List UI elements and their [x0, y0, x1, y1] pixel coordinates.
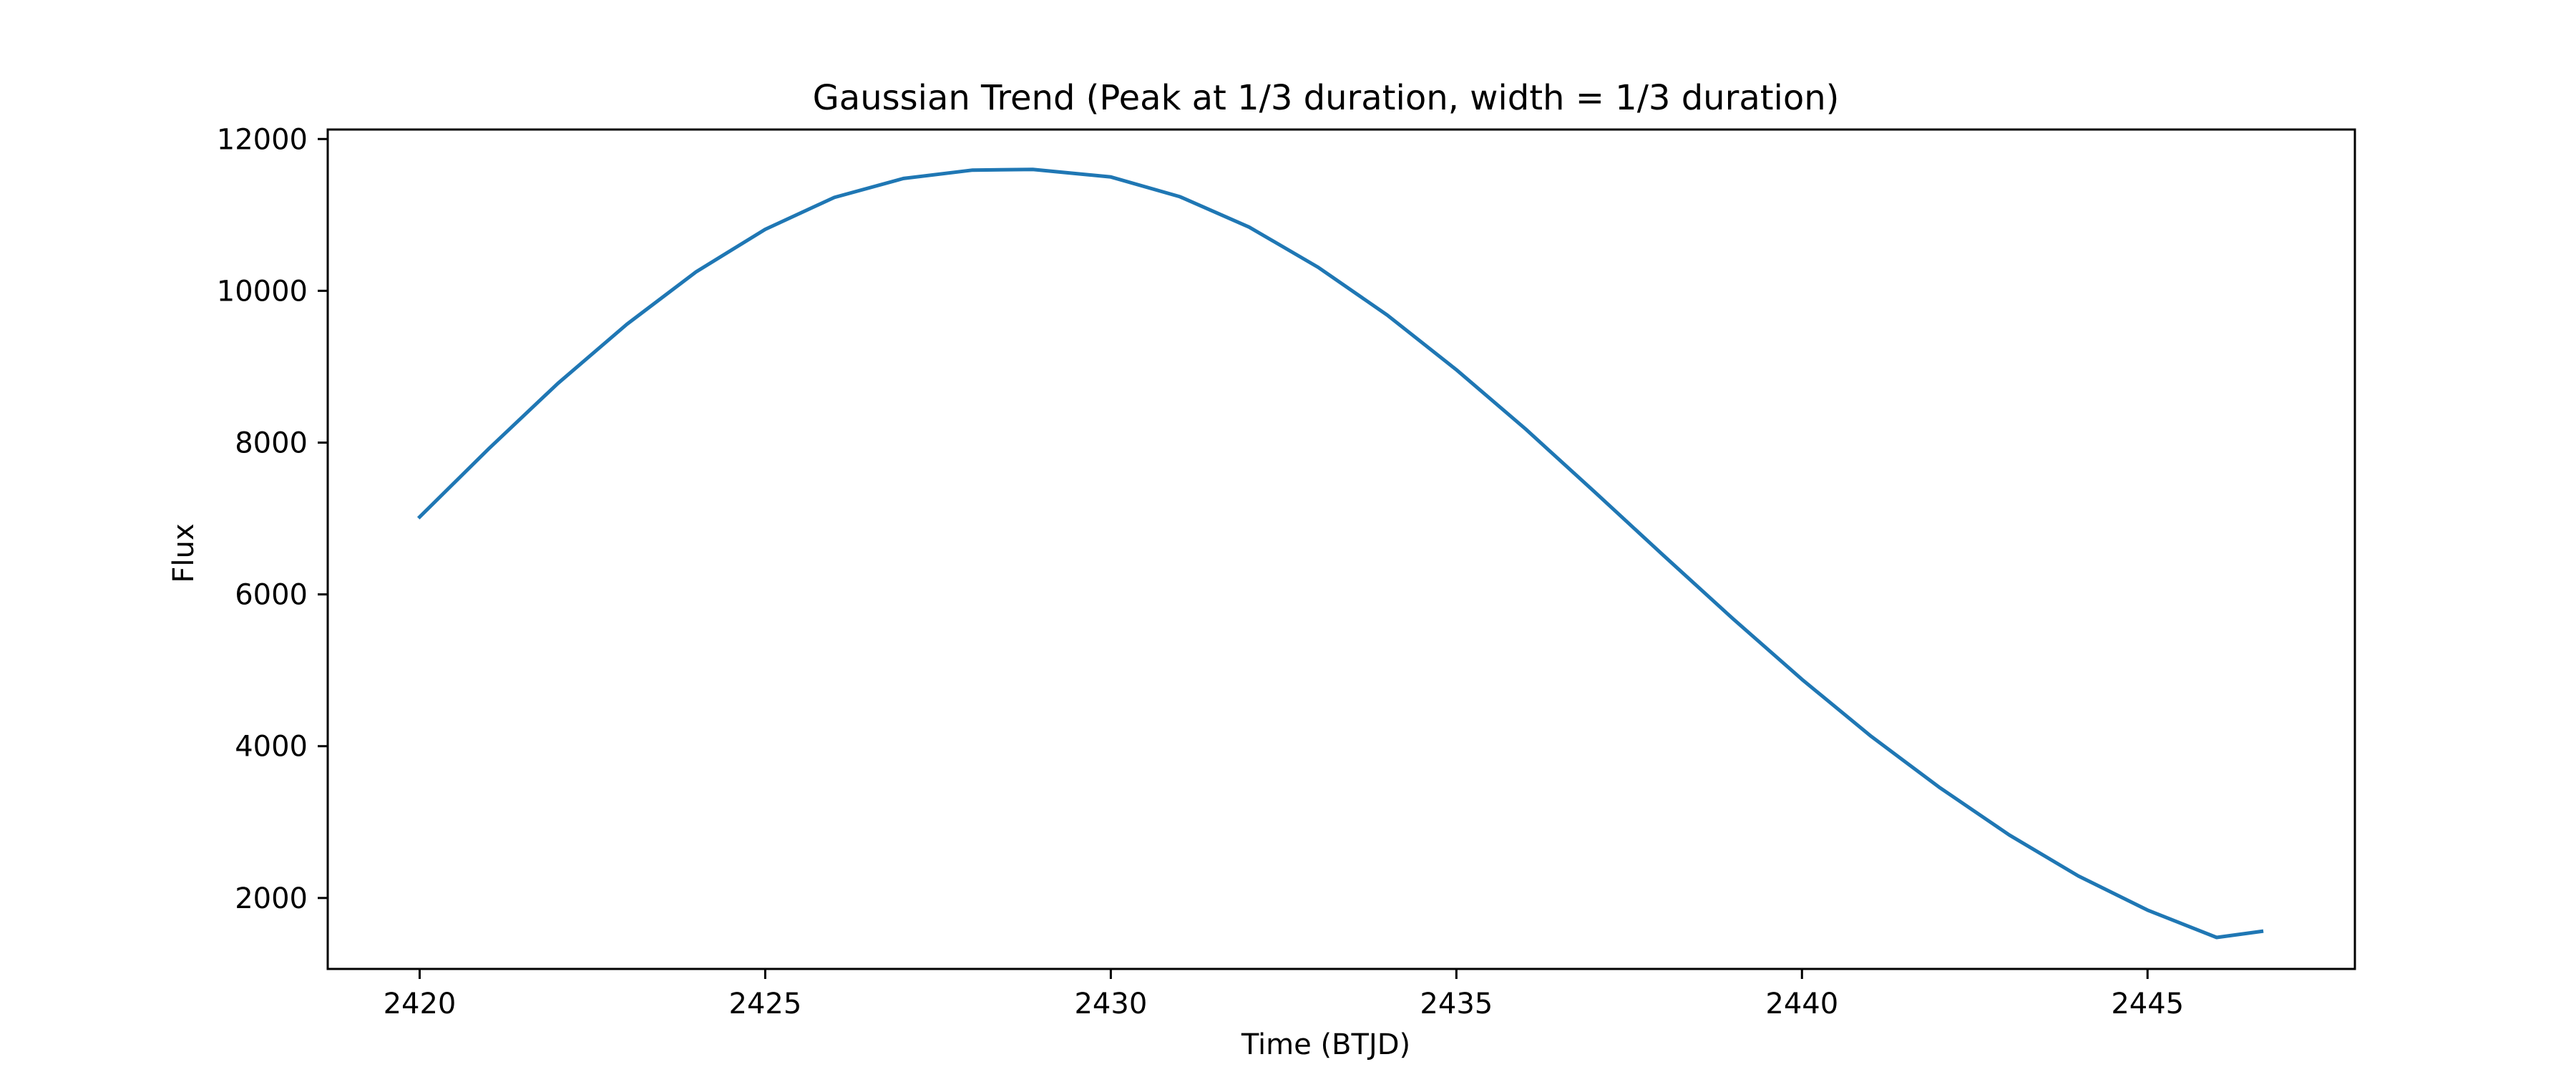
x-tick-label: 2445	[2111, 988, 2184, 1020]
x-tick-label: 2425	[729, 988, 802, 1020]
y-tick-label: 4000	[235, 731, 308, 764]
y-axis-label: Flux	[167, 523, 200, 583]
y-tick-label: 2000	[235, 882, 308, 915]
x-tick-label: 2420	[384, 988, 457, 1020]
chart-title: Gaussian Trend (Peak at 1/3 duration, wi…	[813, 78, 1840, 118]
plot-frame	[326, 128, 2356, 970]
y-tick-label: 12000	[217, 123, 308, 156]
y-tick-label: 8000	[235, 427, 308, 459]
x-axis-label: Time (BTJD)	[1241, 1028, 1410, 1061]
series-layer	[416, 167, 2264, 940]
x-tick-label: 2430	[1074, 988, 1147, 1020]
y-tick-label: 10000	[217, 275, 308, 308]
ticks-layer: 2420 2425 2430 2435 2440 2445 2000 4000 6000 8000…	[217, 123, 2184, 1020]
x-tick-label: 2435	[1420, 988, 1493, 1020]
y-tick-label: 6000	[235, 579, 308, 612]
series-line	[416, 167, 2264, 940]
x-tick-label: 2440	[1765, 988, 1838, 1020]
